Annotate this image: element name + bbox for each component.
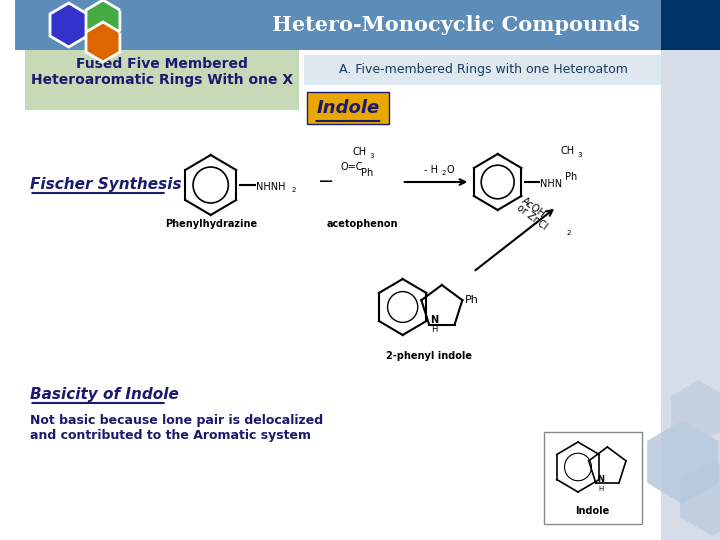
Text: 2: 2 [566,230,571,236]
FancyBboxPatch shape [661,0,720,50]
Text: 2-phenyl indole: 2-phenyl indole [386,351,472,361]
Text: 2: 2 [292,187,297,193]
FancyBboxPatch shape [304,55,661,85]
Polygon shape [671,380,720,444]
Text: 3: 3 [577,152,582,158]
Text: NHNH: NHNH [256,182,285,192]
Text: Ph: Ph [465,295,480,305]
Text: −: − [318,172,335,192]
Text: Fused Five Membered
Heteroaromatic Rings With one X: Fused Five Membered Heteroaromatic Rings… [31,57,293,87]
Text: Phenylhydrazine: Phenylhydrazine [165,219,257,229]
Text: acetophenon: acetophenon [327,219,398,229]
Text: Ph: Ph [565,172,577,182]
FancyBboxPatch shape [544,432,642,524]
Text: 2: 2 [442,170,446,176]
Polygon shape [50,3,87,47]
Text: Basicity of Indole: Basicity of Indole [30,388,179,402]
Text: O: O [446,165,454,175]
Text: Ph: Ph [361,168,373,178]
Text: CH: CH [560,146,575,156]
Polygon shape [86,0,120,40]
Polygon shape [680,460,720,536]
Text: Indole: Indole [575,506,610,516]
FancyBboxPatch shape [24,50,299,110]
Text: N: N [430,315,438,325]
Text: N: N [597,475,604,484]
Text: CH: CH [353,147,366,157]
Text: H: H [431,325,437,334]
Text: Fischer Synthesis: Fischer Synthesis [30,178,181,192]
FancyBboxPatch shape [15,0,661,50]
Text: or ZnCl: or ZnCl [515,202,549,232]
Text: AcOH: AcOH [520,196,548,220]
Text: 3: 3 [369,153,374,159]
Text: O=C: O=C [341,162,364,172]
Polygon shape [86,22,120,62]
Text: Indole: Indole [316,99,379,117]
Text: H: H [598,486,603,492]
Text: NHN: NHN [540,179,562,189]
Text: - H: - H [424,165,438,175]
FancyBboxPatch shape [661,0,720,540]
Text: Hetero-Monocyclic Compounds: Hetero-Monocyclic Compounds [271,15,639,35]
Text: A. Five-membered Rings with one Heteroatom: A. Five-membered Rings with one Heteroat… [338,64,627,77]
Text: Not basic because lone pair is delocalized
and contributed to the Aromatic syste: Not basic because lone pair is delocaliz… [30,414,323,442]
Polygon shape [647,420,719,504]
FancyBboxPatch shape [307,92,389,124]
